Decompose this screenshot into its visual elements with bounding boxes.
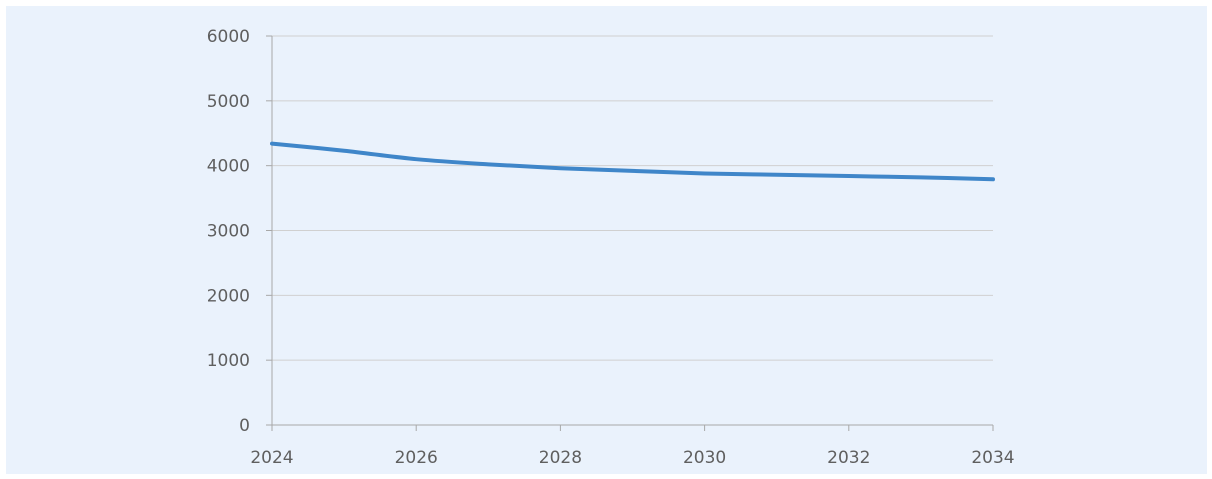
x-axis-ticks: 2024 2026 2028 2030 2032 2034: [250, 425, 1015, 468]
x-tick-label: 2024: [250, 448, 293, 468]
y-tick-label: 4000: [207, 157, 250, 177]
y-tick-label: 2000: [207, 286, 250, 306]
x-tick-label: 2026: [395, 448, 438, 468]
x-tick-label: 2028: [539, 448, 582, 468]
y-tick-label: 5000: [207, 92, 250, 112]
series-layer: [270, 141, 995, 182]
y-tick-label: 0: [239, 416, 250, 436]
y-axis-ticks: 0 1000 2000 3000 4000 5000 6000: [207, 27, 272, 436]
x-tick-label: 2034: [971, 448, 1014, 468]
y-tick-label: 1000: [207, 351, 250, 371]
x-tick-label: 2032: [827, 448, 870, 468]
chart-background: [6, 6, 1207, 474]
gridlines: [272, 35, 993, 361]
y-tick-label: 3000: [207, 222, 250, 242]
series-line-0: [270, 141, 995, 182]
y-tick-label: 6000: [207, 27, 250, 47]
x-tick-label: 2030: [683, 448, 726, 468]
